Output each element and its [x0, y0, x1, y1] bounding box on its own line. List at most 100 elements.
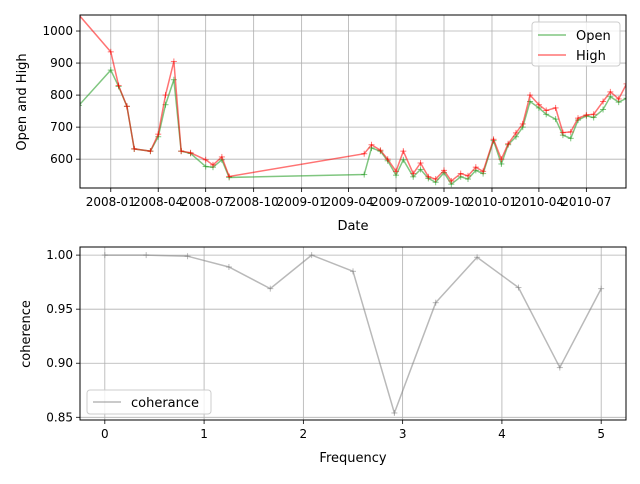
data-point-high: [535, 101, 542, 108]
data-point-high: [543, 107, 550, 114]
data-point-coherance: [308, 252, 315, 259]
coherence-y-axis-label: coherence: [19, 300, 34, 368]
data-point-high: [410, 170, 417, 177]
data-point-high: [552, 104, 559, 111]
x-tick-label: 2008-10: [229, 195, 279, 209]
y-tick-label: 900: [50, 56, 73, 70]
data-point-coherance: [225, 264, 232, 271]
data-point-high: [417, 160, 424, 167]
data-point-high: [615, 95, 622, 102]
open-high-x-axis-label: Date: [337, 219, 368, 234]
legend-entry-open: Open: [538, 29, 611, 44]
y-tick-label: 0.90: [46, 356, 73, 370]
data-point-high: [607, 88, 614, 95]
legend-label-coherance: coherance: [131, 396, 199, 411]
x-tick-label: 2009-07: [371, 195, 421, 209]
data-point-high: [131, 145, 138, 152]
data-point-open: [552, 116, 559, 123]
y-tick-label: 600: [50, 152, 73, 166]
x-tick-label: 0: [101, 427, 109, 441]
legend-label-high: High: [576, 49, 606, 64]
data-point-high: [115, 82, 122, 89]
data-point-coherance: [184, 253, 191, 260]
data-point-high: [448, 177, 455, 184]
legend-entry-high: High: [538, 49, 606, 64]
x-tick-label: 2009-01: [277, 195, 327, 209]
legend-label-open: Open: [576, 29, 611, 44]
coherence-y-axis: 0.85 0.90 0.95 1.00: [46, 248, 80, 424]
y-tick-label: 800: [50, 88, 73, 102]
x-tick-label: 1: [200, 427, 208, 441]
x-tick-label: 2008-01: [86, 195, 136, 209]
x-tick-label: 2008-07: [181, 195, 231, 209]
x-tick-label: 2010-01: [467, 195, 517, 209]
x-tick-label: 2010-07: [561, 195, 611, 209]
data-point-high: [123, 103, 130, 110]
data-point-coherance: [391, 409, 398, 416]
x-tick-label: 2: [300, 427, 308, 441]
data-point-open: [107, 67, 114, 74]
coherence-x-axis-label: Frequency: [319, 451, 386, 466]
data-point-high: [226, 173, 233, 180]
data-point-high: [575, 115, 582, 122]
open-high-plot-frame: [79, 14, 627, 189]
coherence-x-axis: 0 1 2 3 4 5: [101, 420, 605, 441]
y-tick-label: 1.00: [46, 248, 73, 262]
data-point-high: [400, 148, 407, 155]
data-point-coherance: [598, 285, 605, 292]
data-point-coherance: [143, 252, 150, 259]
data-point-coherance: [350, 268, 356, 275]
data-point-high: [147, 148, 154, 155]
data-point-high: [441, 167, 447, 174]
data-point-open: [80, 104, 82, 106]
open-high-grid: [80, 15, 626, 188]
data-point-open: [361, 171, 368, 178]
data-point-high: [155, 131, 162, 138]
coherence-series: [101, 252, 605, 416]
data-point-high: [432, 176, 439, 183]
open-high-series: [80, 15, 626, 188]
data-point-high: [512, 129, 519, 136]
data-point-high: [590, 111, 597, 118]
data-point-high: [107, 48, 114, 55]
legend-entry-coherance: coherance: [93, 396, 199, 411]
data-point-high: [202, 156, 209, 163]
data-point-open: [400, 156, 407, 163]
coherence-plot-frame: [79, 246, 627, 421]
x-tick-label: 2010-04: [514, 195, 564, 209]
data-point-high: [393, 168, 400, 175]
data-point-high: [498, 156, 505, 163]
data-point-high: [567, 128, 574, 135]
data-point-high: [187, 149, 194, 156]
y-tick-label: 0.95: [46, 302, 73, 316]
data-point-coherance: [101, 252, 108, 259]
y-tick-label: 700: [50, 120, 73, 134]
data-point-high: [505, 140, 512, 147]
x-tick-label: 5: [597, 427, 605, 441]
data-point-high: [519, 120, 526, 127]
data-point-coherance: [556, 364, 563, 371]
open-high-legend: Open High: [531, 21, 621, 67]
plot-area: [101, 252, 605, 416]
data-point-high: [162, 92, 169, 99]
open-high-chart: 2008-012008-042008-072008-102009-012009-…: [15, 14, 627, 234]
x-tick-label: 2008-04: [133, 195, 183, 209]
data-point-high: [457, 170, 464, 177]
data-point-high: [464, 172, 471, 179]
open-high-y-axis: 600 700 800 900 1000: [42, 24, 80, 166]
data-point-open: [623, 97, 626, 99]
data-point-high: [527, 92, 534, 99]
x-tick-label: 2009-04: [323, 195, 373, 209]
data-point-coherance: [267, 285, 274, 292]
data-point-high: [480, 168, 487, 175]
y-tick-label: 0.85: [46, 410, 73, 424]
data-point-coherance: [515, 284, 522, 291]
data-point-open: [417, 166, 424, 173]
data-point-open: [567, 135, 574, 142]
data-point-high: [178, 148, 185, 155]
open-high-y-axis-label: Open and High: [15, 53, 30, 150]
data-point-coherance: [432, 299, 439, 306]
data-point-high: [170, 58, 177, 65]
legend-box: [86, 389, 212, 415]
